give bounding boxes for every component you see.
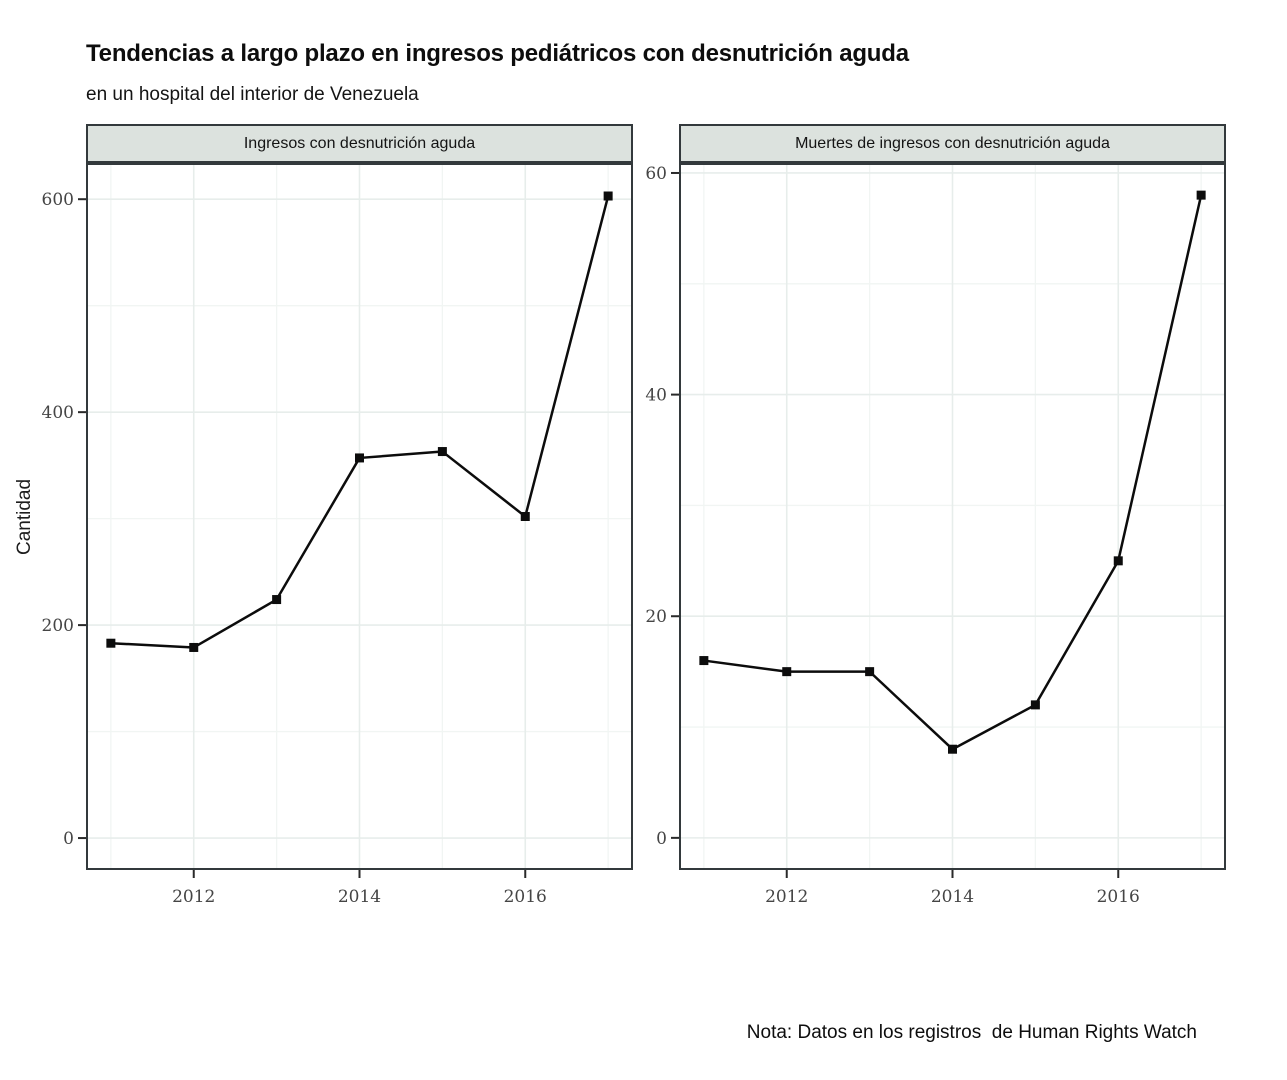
y-tick-label: 200: [42, 616, 74, 636]
y-tick-label: 400: [42, 403, 74, 423]
y-tick-label: 40: [645, 386, 667, 406]
data-point: [520, 512, 530, 521]
figure-title: Tendencias a largo plazo en ingresos ped…: [86, 40, 909, 67]
x-tick-label: 2016: [504, 887, 547, 907]
x-tick-label: 2014: [338, 887, 381, 907]
y-tick-label: 0: [656, 829, 667, 849]
x-tick-label: 2014: [931, 887, 974, 907]
admissions-chart: 0 200 400 600 2012 2014 2016: [42, 163, 633, 907]
data-point: [865, 667, 875, 677]
y-axis-title: Cantidad: [14, 478, 35, 556]
panel-border: [679, 163, 1226, 870]
x-tick-label: 2012: [765, 887, 808, 907]
data-point: [782, 667, 792, 677]
data-point: [603, 191, 613, 201]
source-note: Nota: Datos en los registros de Human Ri…: [746, 1022, 1197, 1043]
x-tick-label: 2016: [1097, 887, 1140, 907]
y-tick-label: 20: [645, 607, 667, 627]
data-point: [1030, 700, 1040, 710]
data-point: [272, 595, 282, 605]
figure-subtitle: en un hospital del interior de Venezuela: [86, 84, 419, 105]
y-tick-label: 600: [42, 190, 74, 210]
data-point: [1113, 556, 1123, 566]
y-tick-label: 60: [645, 164, 667, 184]
deaths-panel: Muertes de ingresos con desnutrición agu…: [633, 124, 1226, 914]
panel-strip-admissions: Ingresos con desnutrición aguda: [86, 124, 633, 163]
data-point: [189, 642, 199, 652]
data-point: [437, 447, 447, 457]
data-point: [106, 638, 116, 648]
data-point: [699, 656, 709, 666]
panel-strip-deaths: Muertes de ingresos con desnutrición agu…: [679, 124, 1226, 163]
data-point: [355, 453, 364, 463]
data-point: [1196, 190, 1206, 200]
admissions-panel: Ingresos con desnutrición aguda 0 200 400 6…: [40, 124, 633, 914]
x-tick-label: 2012: [172, 887, 215, 907]
y-tick-label: 0: [63, 829, 74, 849]
panel-border: [86, 163, 633, 870]
deaths-chart: 0 20 40 60 2012 2014 2016: [645, 163, 1226, 907]
data-point: [948, 744, 957, 754]
